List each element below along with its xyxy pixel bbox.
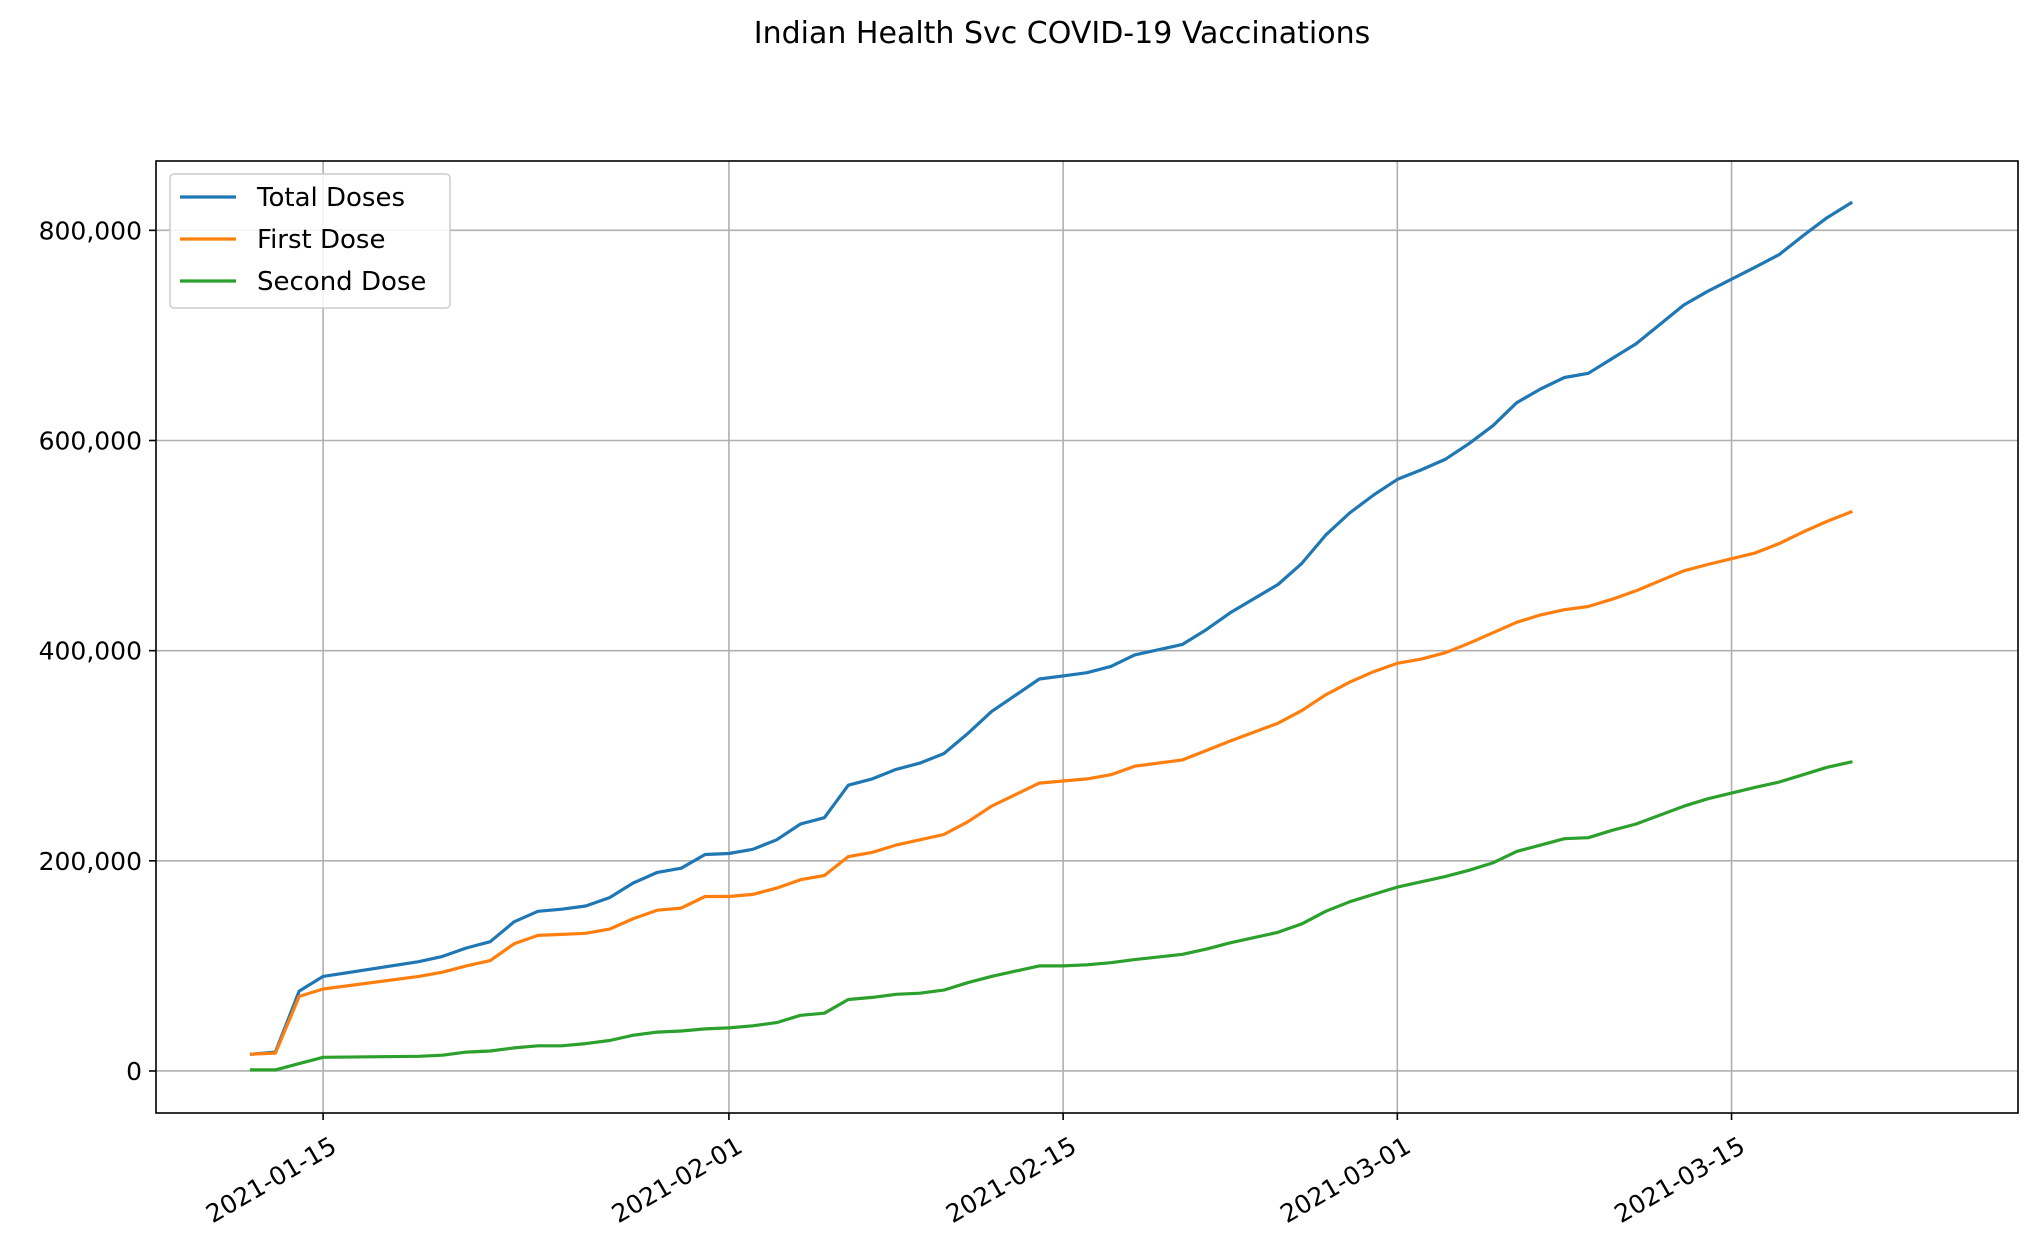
axis-ticks: 0 200,000 400,000 600,000 800,000 2021-01-15 2… — [39, 216, 1750, 1228]
plot-area-frame — [155, 160, 2019, 1114]
y-tick-label: 400,000 — [39, 637, 142, 666]
y-tick-label: 600,000 — [39, 427, 142, 456]
series-line-second-dose — [249, 760, 1853, 1072]
x-tick-label: 2021-03-01 — [1275, 1131, 1415, 1229]
legend-label-total-doses: Total Doses — [256, 183, 405, 213]
series-lines — [249, 200, 1854, 1072]
x-tick-label: 2021-03-15 — [1609, 1131, 1749, 1229]
y-tick-label: 800,000 — [39, 216, 142, 245]
grid — [156, 161, 2018, 1113]
x-tick-label: 2021-02-15 — [941, 1131, 1081, 1229]
series-line-total-doses — [249, 200, 1854, 1056]
legend: Total Doses First Dose Second Dose — [169, 173, 451, 309]
legend-box — [169, 173, 451, 309]
y-tick-label: 0 — [126, 1057, 142, 1086]
legend-label-first-dose: First Dose — [257, 225, 385, 255]
series-line-first-dose — [249, 509, 1853, 1056]
y-tick-label: 200,000 — [39, 847, 142, 876]
chart-title: Indian Health Svc COVID-19 Vaccinations — [754, 16, 1370, 51]
x-tick-label: 2021-02-01 — [607, 1131, 747, 1229]
legend-label-second-dose: Second Dose — [257, 267, 426, 297]
x-tick-label: 2021-01-15 — [201, 1131, 341, 1229]
